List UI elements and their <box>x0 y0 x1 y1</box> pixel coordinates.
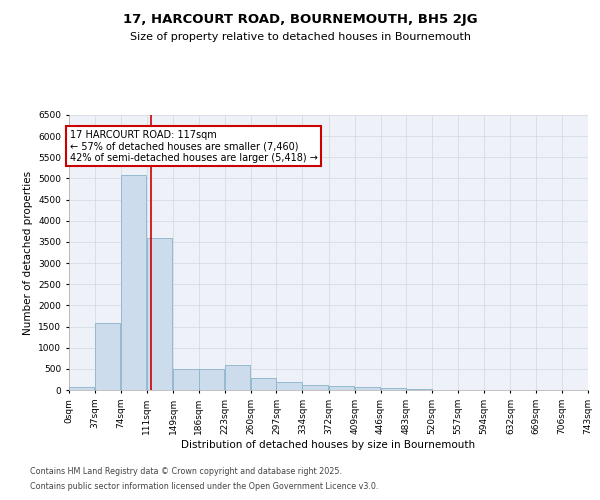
X-axis label: Distribution of detached houses by size in Bournemouth: Distribution of detached houses by size … <box>181 440 476 450</box>
Text: Size of property relative to detached houses in Bournemouth: Size of property relative to detached ho… <box>130 32 470 42</box>
Bar <box>251 378 276 390</box>
Bar <box>69 386 94 390</box>
Text: 17 HARCOURT ROAD: 117sqm
← 57% of detached houses are smaller (7,460)
42% of sem: 17 HARCOURT ROAD: 117sqm ← 57% of detach… <box>70 130 317 163</box>
Bar <box>329 386 355 390</box>
Bar <box>121 175 146 390</box>
Text: Contains public sector information licensed under the Open Government Licence v3: Contains public sector information licen… <box>30 482 379 491</box>
Bar <box>406 389 432 390</box>
Text: 17, HARCOURT ROAD, BOURNEMOUTH, BH5 2JG: 17, HARCOURT ROAD, BOURNEMOUTH, BH5 2JG <box>122 12 478 26</box>
Text: Contains HM Land Registry data © Crown copyright and database right 2025.: Contains HM Land Registry data © Crown c… <box>30 467 342 476</box>
Bar <box>380 388 406 390</box>
Bar <box>199 370 224 390</box>
Bar <box>146 238 172 390</box>
Y-axis label: Number of detached properties: Number of detached properties <box>23 170 33 334</box>
Bar <box>355 386 380 390</box>
Bar <box>225 364 250 390</box>
Bar <box>302 384 328 390</box>
Bar <box>173 369 199 390</box>
Bar <box>95 323 121 390</box>
Bar <box>277 382 302 390</box>
